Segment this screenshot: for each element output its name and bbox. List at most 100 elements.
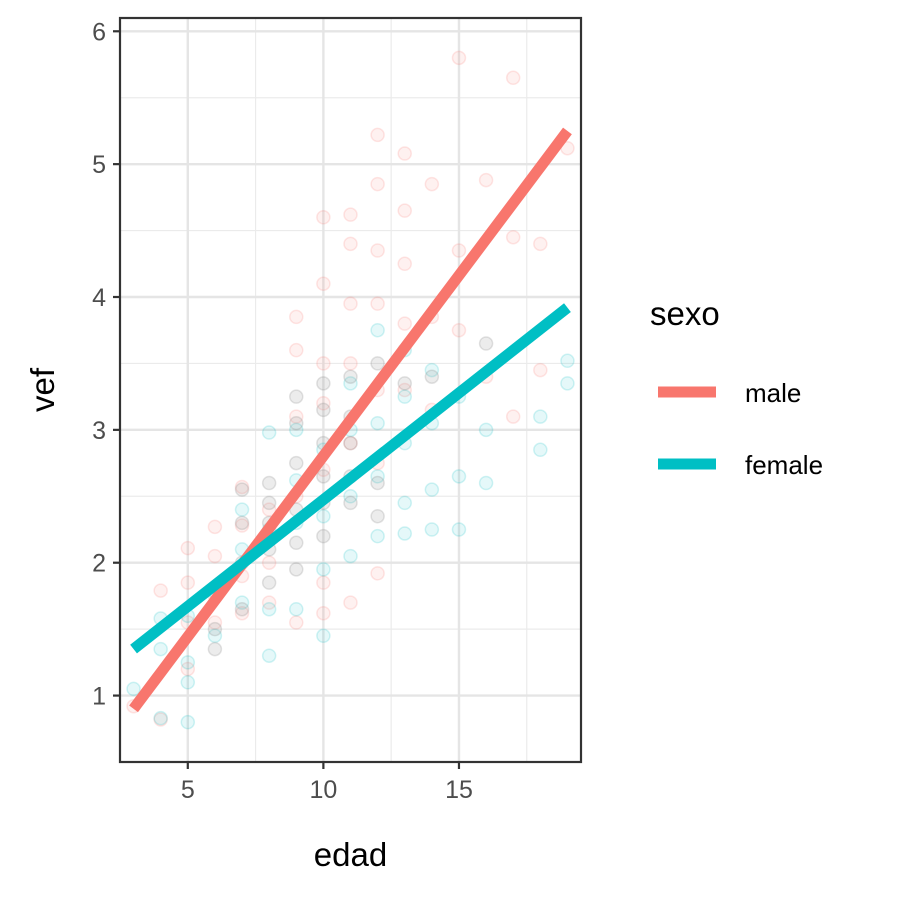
data-point-overlap	[261, 495, 277, 511]
data-point-female	[560, 376, 575, 391]
legend-title: sexo	[650, 295, 720, 332]
y-tick-label: 5	[92, 151, 106, 179]
data-point-male	[343, 207, 358, 222]
data-point-male	[289, 342, 304, 358]
data-point-male	[370, 566, 385, 581]
data-point-male	[343, 356, 358, 371]
data-point-female	[180, 714, 196, 730]
data-point-male	[316, 575, 331, 590]
data-point-overlap	[370, 356, 385, 371]
data-point-female	[370, 528, 385, 544]
y-tick-label: 6	[92, 18, 106, 46]
data-point-male	[397, 382, 412, 398]
data-point-male	[234, 605, 250, 621]
data-point-male	[207, 548, 223, 564]
data-point-overlap	[343, 495, 358, 511]
data-point-female	[424, 522, 440, 537]
data-point-male	[343, 435, 358, 451]
data-point-female	[180, 675, 196, 690]
data-point-male	[289, 309, 304, 325]
data-point-overlap	[207, 641, 223, 657]
data-point-overlap	[424, 369, 440, 384]
data-point-overlap	[289, 415, 304, 431]
data-point-female	[234, 502, 250, 517]
data-point-overlap	[289, 389, 304, 404]
y-axis: 1 2 3 4 5 6	[92, 18, 120, 711]
data-point-male	[289, 409, 304, 424]
data-point-overlap	[316, 402, 331, 418]
fit-line-male	[129, 127, 572, 713]
data-point-male	[343, 296, 358, 311]
x-axis-title: edad	[314, 836, 387, 873]
data-point-overlap	[289, 535, 304, 551]
data-point-female	[289, 601, 304, 617]
data-point-male	[424, 176, 440, 192]
data-point-overlap	[370, 508, 385, 524]
data-point-overlap	[234, 482, 250, 497]
data-point-female	[533, 442, 548, 458]
data-point-female	[397, 389, 412, 404]
fit-line-female	[130, 303, 571, 654]
data-point-female	[261, 648, 277, 663]
data-point-male	[397, 316, 412, 331]
data-point-overlap	[316, 469, 331, 484]
data-point-overlap	[207, 621, 223, 637]
y-tick-label: 4	[92, 284, 106, 312]
data-point-male	[478, 172, 494, 188]
data-point-male	[397, 146, 412, 161]
data-point-overlap	[343, 369, 358, 384]
data-point-overlap	[316, 376, 331, 391]
data-point-male	[505, 70, 521, 86]
data-point-female	[478, 475, 494, 491]
data-point-female	[370, 322, 385, 338]
legend-label-female: female	[745, 450, 823, 480]
data-point-female	[316, 508, 331, 524]
data-point-overlap	[234, 601, 250, 617]
data-point-male	[505, 409, 521, 424]
data-point-female	[126, 681, 141, 697]
y-axis-title: vef	[24, 367, 61, 412]
y-tick-label: 1	[92, 683, 106, 711]
data-point-male	[370, 243, 385, 258]
x-axis: 5 10 15	[181, 762, 473, 804]
data-point-female	[343, 489, 358, 504]
data-point-female	[153, 710, 168, 726]
data-point-male	[370, 296, 385, 311]
data-point-female	[343, 548, 358, 564]
data-point-female	[153, 641, 168, 657]
data-point-overlap	[289, 562, 304, 577]
data-point-female	[370, 415, 385, 431]
data-point-male	[343, 595, 358, 610]
data-point-male	[316, 396, 331, 411]
data-point-female	[343, 376, 358, 391]
data-point-male	[505, 229, 521, 245]
data-point-female	[180, 655, 196, 670]
data-point-male	[180, 540, 196, 556]
data-point-female	[316, 562, 331, 577]
data-point-male	[316, 276, 331, 291]
data-point-male	[234, 518, 250, 533]
data-point-overlap	[261, 575, 277, 590]
data-point-female	[451, 469, 467, 484]
data-point-female	[478, 422, 494, 438]
data-point-male	[533, 362, 548, 378]
data-point-female	[289, 422, 304, 438]
data-point-male	[153, 712, 168, 727]
data-point-male	[370, 127, 385, 143]
data-point-male	[451, 243, 467, 258]
legend: sexo male female	[650, 295, 823, 480]
data-point-female	[560, 353, 575, 369]
data-point-male	[180, 575, 196, 590]
data-point-male	[261, 555, 277, 570]
data-point-overlap	[234, 515, 250, 531]
data-point-male	[316, 210, 331, 225]
data-point-female	[397, 495, 412, 511]
data-point-female	[261, 425, 277, 440]
data-point-female	[370, 469, 385, 484]
fit-lines	[129, 127, 572, 713]
x-tick-label: 15	[445, 776, 473, 804]
data-point-male	[451, 50, 467, 66]
data-point-overlap	[289, 455, 304, 471]
data-point-female	[424, 482, 440, 497]
